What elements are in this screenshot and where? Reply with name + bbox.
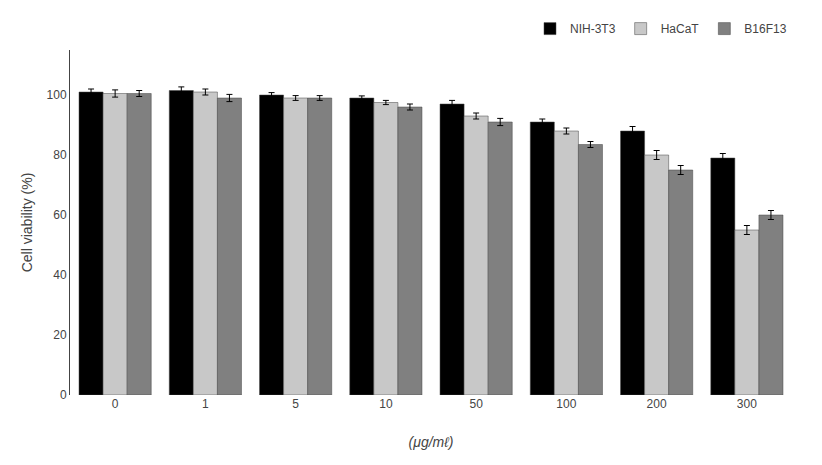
svg-text:Cell viability (%): Cell viability (%)	[19, 173, 35, 273]
svg-text:(μg/mℓ): (μg/mℓ)	[409, 434, 454, 450]
svg-text:80: 80	[53, 148, 67, 162]
svg-text:100: 100	[47, 88, 67, 102]
svg-text:5: 5	[292, 397, 299, 411]
svg-text:50: 50	[469, 397, 483, 411]
svg-text:10: 10	[379, 397, 393, 411]
svg-text:200: 200	[647, 397, 667, 411]
svg-text:100: 100	[556, 397, 576, 411]
svg-text:40: 40	[53, 268, 67, 282]
svg-text:HaCaT: HaCaT	[661, 22, 700, 36]
svg-text:B16F13: B16F13	[744, 22, 786, 36]
svg-text:1: 1	[202, 397, 209, 411]
svg-text:0: 0	[60, 388, 67, 402]
svg-text:20: 20	[53, 328, 67, 342]
svg-text:0: 0	[112, 397, 119, 411]
svg-text:NIH-3T3: NIH-3T3	[570, 22, 616, 36]
svg-text:60: 60	[53, 208, 67, 222]
svg-text:300: 300	[737, 397, 757, 411]
